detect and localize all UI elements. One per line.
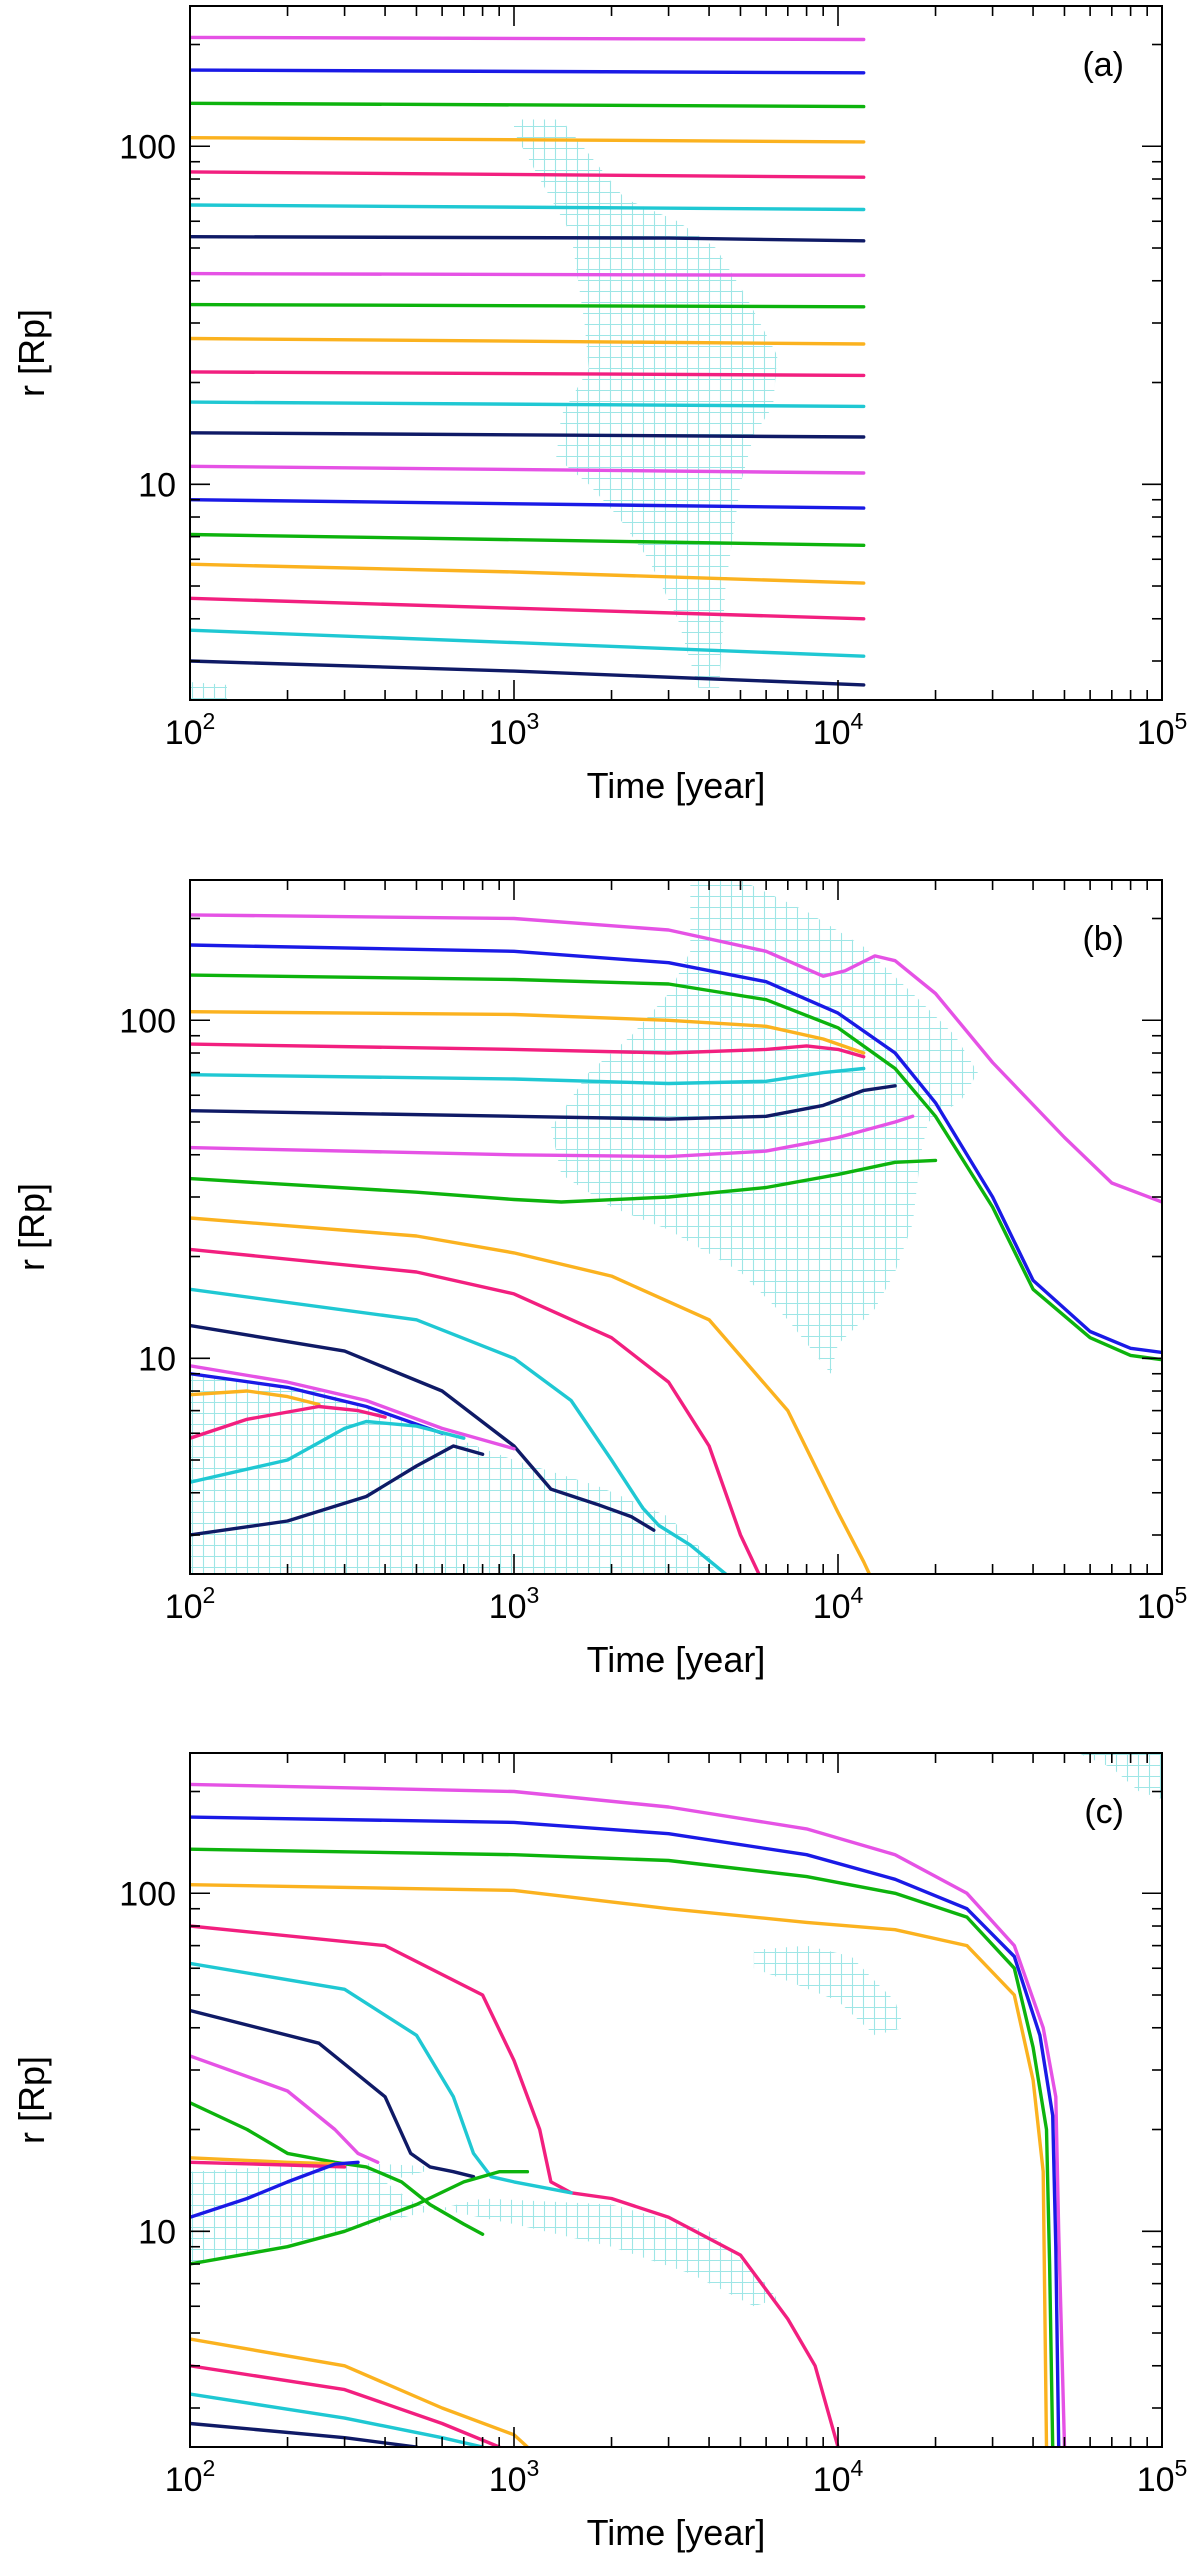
panel-b: 102 103 104 105 10 100 Time [year] r [Rp] (b)	[11, 879, 1188, 1680]
series-line-17	[190, 1404, 387, 1440]
series-line-1	[190, 35, 866, 42]
panel-c: 102 103 104 105 10 100 Time [year] r [Rp] (c)	[11, 1752, 1188, 2553]
series-line-18	[190, 1419, 466, 1484]
panel-label: (b)	[1082, 920, 1124, 958]
series-line-4	[190, 1010, 866, 1055]
series-line-15	[190, 1364, 516, 1451]
series-line-9	[190, 2101, 485, 2236]
series-line-11	[190, 370, 866, 378]
series-line-7	[190, 1084, 897, 1121]
series-line-2	[190, 943, 1162, 1355]
x-tick-label: 102	[165, 2455, 216, 2499]
x-axis-label: Time [year]	[587, 765, 766, 806]
series-line-12	[190, 1287, 728, 1574]
series-line-13	[190, 1323, 656, 1532]
y-tick-label: 10	[138, 1340, 176, 1378]
series-line-1	[190, 913, 1162, 1204]
stability-hatch-region	[1077, 1753, 1162, 1799]
series-line-17	[190, 562, 866, 585]
series-line-14	[190, 2337, 530, 2447]
y-tick-label: 100	[119, 1875, 176, 1913]
series-line-5	[190, 170, 866, 179]
series-line-7	[190, 2008, 476, 2179]
series-line-16	[190, 2392, 485, 2447]
x-tick-label: 104	[813, 708, 864, 752]
x-axis-label: Time [year]	[587, 1639, 766, 1680]
x-tick-label: 105	[1137, 2455, 1188, 2499]
series-line-8	[190, 271, 866, 278]
y-axis-label: r [Rp]	[11, 1183, 52, 1271]
stability-hatch-region	[550, 880, 978, 1374]
y-tick-label: 10	[138, 466, 176, 504]
series-line-6	[190, 203, 866, 212]
series-line-9	[190, 302, 866, 309]
plot-area	[190, 35, 866, 700]
series-line-19	[190, 628, 866, 658]
series-line-13	[190, 2170, 530, 2266]
series-line-1	[190, 1782, 1067, 2447]
series-line-2	[190, 68, 866, 75]
series-line-16	[190, 532, 866, 547]
series-line-12	[190, 2160, 360, 2219]
series-line-7	[190, 235, 866, 243]
series-line-11	[190, 1247, 761, 1574]
series-line-15	[190, 2364, 501, 2447]
series-line-8	[190, 1114, 915, 1159]
series-line-14	[190, 1372, 444, 1435]
series-line-6	[190, 1961, 573, 2195]
series-line-3	[190, 973, 1162, 1362]
series-line-3	[190, 101, 866, 109]
plot-area	[190, 880, 1162, 1574]
y-tick-label: 100	[119, 128, 176, 166]
series-line-13	[190, 431, 866, 439]
x-tick-label: 105	[1137, 1582, 1188, 1626]
x-tick-label: 105	[1137, 708, 1188, 752]
stability-hatch-region	[190, 2162, 778, 2307]
series-line-6	[190, 1066, 866, 1086]
series-line-20	[190, 659, 866, 687]
series-line-4	[190, 136, 866, 144]
series-line-18	[190, 596, 866, 621]
series-line-5	[190, 1042, 866, 1059]
panel-a: 102 103 104 105 10 100 Time [year] r [Rp] (a)	[11, 5, 1188, 806]
plot-frame	[189, 5, 1163, 701]
series-line-12	[190, 400, 866, 409]
y-tick-label: 100	[119, 1002, 176, 1040]
series-line-4	[190, 1883, 1049, 2447]
x-tick-label: 104	[813, 1582, 864, 1626]
series-line-14	[190, 464, 866, 475]
series-line-10	[190, 336, 866, 346]
y-axis-label: r [Rp]	[11, 2056, 52, 2144]
stability-hatch-region	[753, 1945, 905, 2036]
y-tick-label: 10	[138, 2213, 176, 2251]
series-line-8	[190, 2054, 380, 2164]
y-axis-label: r [Rp]	[11, 309, 52, 397]
series-line-3	[190, 1847, 1055, 2447]
panel-label: (a)	[1082, 46, 1124, 84]
x-tick-label: 103	[489, 1582, 540, 1626]
stability-hatch-region	[190, 682, 227, 700]
series-line-16	[190, 1389, 321, 1407]
x-tick-label: 102	[165, 708, 216, 752]
series-line-15	[190, 498, 866, 510]
series-line-19	[190, 1444, 485, 1537]
series-line-10	[190, 2156, 347, 2166]
x-tick-label: 103	[489, 2455, 540, 2499]
x-tick-label: 103	[489, 708, 540, 752]
series-line-2	[190, 1815, 1061, 2447]
x-tick-label: 102	[165, 1582, 216, 1626]
plot-frame	[189, 879, 1163, 1575]
x-axis-label: Time [year]	[587, 2512, 766, 2553]
x-tick-label: 104	[813, 2455, 864, 2499]
plot-frame	[189, 1752, 1163, 2448]
series-line-9	[190, 1158, 938, 1204]
stability-hatch-region	[190, 1373, 716, 1574]
plot-area	[190, 1753, 1162, 2447]
panel-label: (c)	[1084, 1793, 1124, 1831]
series-line-10	[190, 1216, 872, 1574]
